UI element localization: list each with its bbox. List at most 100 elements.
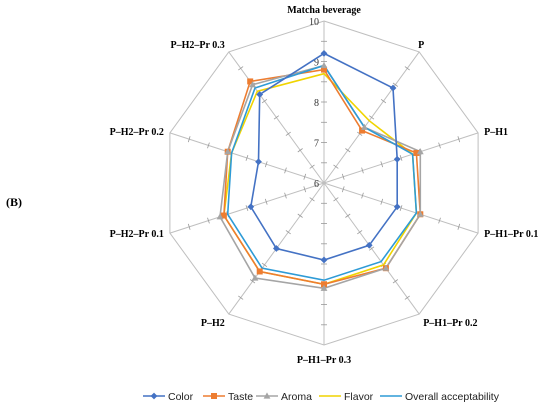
data-point-taste: [359, 127, 366, 134]
legend-item-taste: Taste: [203, 391, 253, 403]
grid-tick-mark: [187, 223, 191, 230]
data-point-aroma: [416, 148, 424, 155]
grid-tick-mark: [341, 173, 345, 180]
grid-tick-mark: [457, 223, 461, 230]
data-point-color: [256, 91, 264, 98]
grid-tick-mark: [368, 246, 375, 251]
grid-tick-mark: [345, 213, 351, 218]
tick-label: 10: [309, 17, 319, 28]
grid-tick-mark: [392, 279, 399, 284]
data-point-aroma: [251, 274, 259, 281]
grid-tick-mark: [207, 217, 210, 224]
legend-label: Overall acceptability: [405, 391, 500, 403]
data-point-taste: [321, 281, 327, 288]
grid-tick-mark: [297, 213, 303, 218]
grid-tick-mark: [245, 154, 249, 161]
series-lines: [219, 52, 422, 290]
axis-label-p-h2-pr-0-2: P–H2–Pr 0.2: [110, 127, 164, 138]
grid-tick-mark: [285, 230, 291, 235]
grid-tick-mark: [380, 98, 387, 104]
grid-tick-mark: [361, 167, 364, 174]
axis-label-p-h1: P–H1: [484, 127, 508, 138]
tick-label: 9: [314, 58, 319, 69]
grid-tick-mark: [345, 148, 351, 153]
grid-tick-mark: [245, 205, 249, 212]
data-point-color: [365, 241, 373, 249]
legend-label: Color: [168, 391, 194, 403]
grid-tick-mark: [457, 136, 461, 143]
axis-label-p-h1-pr-0-2: P–H1–Pr 0.2: [423, 318, 477, 329]
series-markers: [216, 50, 424, 291]
grid-tick-mark: [357, 230, 363, 235]
grid-tick-mark: [249, 279, 256, 284]
data-point-taste: [247, 78, 254, 85]
grid-tick-mark: [264, 198, 268, 205]
grid-tick-mark: [380, 198, 384, 205]
data-point-aroma: [382, 264, 390, 271]
grid-tick-mark: [333, 197, 339, 202]
tick-label: 8: [314, 98, 319, 109]
grid-tick-mark: [399, 154, 403, 161]
data-point-color: [320, 50, 328, 57]
data-point-taste: [413, 149, 420, 156]
axis-label-p: P: [418, 40, 424, 51]
legend-item-color: Color: [143, 391, 194, 403]
data-point-aroma: [216, 213, 224, 220]
data-point-aroma: [320, 284, 328, 291]
data-point-aroma: [361, 123, 368, 130]
data-point-color: [272, 245, 280, 252]
legend-item-aroma: Aroma: [256, 391, 312, 403]
grid-tick-mark: [238, 295, 244, 300]
legend-swatch-marker: [211, 393, 217, 399]
legend: Color Taste Aroma Flavor Overall acceptabili…: [143, 391, 500, 403]
axis-label-p-h2: P–H2: [201, 318, 225, 329]
data-point-aroma: [224, 148, 232, 155]
axis-label-matcha-beverage: Matcha beverage: [287, 5, 361, 16]
legend-label: Aroma: [281, 391, 312, 403]
legend-swatch-marker: [263, 392, 271, 399]
legend-item-overall-acceptability: Overall acceptability: [380, 391, 500, 403]
grid-tick-mark: [285, 131, 291, 136]
axis-label-p-h1-pr-0-1: P–H1–Pr 0.1: [484, 229, 538, 240]
grid-tick-mark: [399, 205, 403, 212]
legend-label: Flavor: [344, 391, 374, 403]
tick-label: 7: [314, 139, 319, 150]
grid-tick-mark: [297, 148, 303, 153]
grid-tick-mark: [357, 131, 363, 136]
grid-tick-mark: [207, 142, 210, 149]
grid-tick-mark: [303, 173, 307, 180]
data-point-taste: [321, 66, 327, 73]
grid-tick-mark: [273, 115, 280, 120]
data-point-taste: [220, 212, 227, 219]
data-point-color: [389, 84, 397, 92]
grid-tick-mark: [264, 161, 268, 168]
grid-tick-mark: [333, 164, 339, 169]
data-point-color: [393, 203, 401, 211]
legend-swatch-marker: [150, 392, 158, 400]
grid-tick-mark: [187, 136, 191, 143]
grid-tick-mark: [284, 192, 287, 199]
grid-tick-mark: [341, 186, 345, 193]
grid-tick-mark: [238, 66, 244, 71]
data-point-color: [255, 158, 262, 166]
axis-label-p-h2-pr-0-1: P–H2–Pr 0.1: [110, 229, 164, 240]
data-point-color: [320, 256, 328, 264]
tick-label: 6: [314, 179, 319, 190]
axis-label-p-h2-pr-0-3: P–H2–Pr 0.3: [171, 40, 225, 51]
grid-tick-mark: [404, 295, 410, 300]
radial-tick-labels: 6 7 8 9 10: [309, 17, 319, 190]
data-point-color: [393, 155, 401, 163]
data-point-taste: [256, 268, 263, 275]
data-point-aroma: [320, 61, 328, 69]
legend-label: Taste: [228, 391, 253, 403]
grid-tick-mark: [309, 197, 315, 202]
panel-label: (B): [6, 195, 22, 209]
axis-label-p-h1-pr-0-3: P–H1–Pr 0.3: [297, 355, 351, 366]
data-point-aroma: [416, 210, 424, 217]
grid-tick-mark: [380, 161, 384, 168]
grid-tick-mark: [361, 192, 364, 199]
grid-tick-mark: [368, 115, 375, 120]
grid-tick-mark: [438, 142, 441, 149]
grid-tick-mark: [309, 164, 315, 169]
